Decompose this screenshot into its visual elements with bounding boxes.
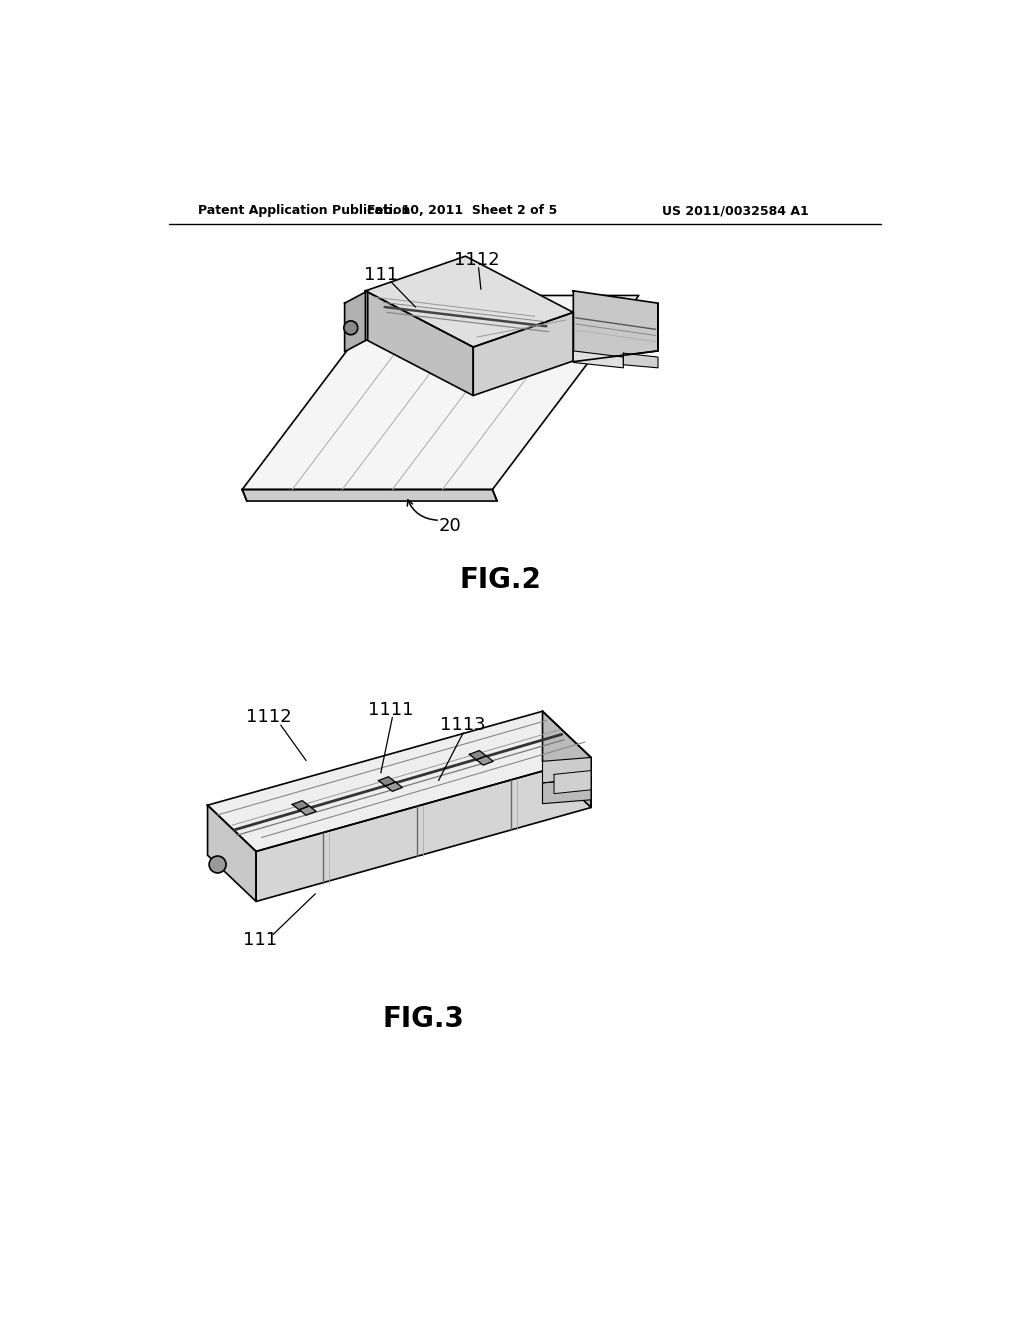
Polygon shape: [208, 805, 256, 902]
Polygon shape: [366, 256, 573, 347]
Polygon shape: [573, 290, 658, 362]
Polygon shape: [573, 351, 624, 368]
Polygon shape: [366, 290, 473, 396]
Polygon shape: [256, 758, 591, 902]
Polygon shape: [469, 751, 486, 760]
Polygon shape: [543, 779, 591, 804]
Polygon shape: [476, 756, 494, 766]
Text: FIG.3: FIG.3: [382, 1006, 464, 1034]
Text: 1112: 1112: [247, 709, 292, 726]
Polygon shape: [243, 296, 639, 490]
Polygon shape: [385, 781, 402, 792]
Polygon shape: [243, 490, 497, 502]
Circle shape: [209, 855, 226, 873]
Circle shape: [344, 321, 357, 335]
Polygon shape: [624, 354, 658, 368]
Text: Patent Application Publication: Patent Application Publication: [199, 205, 411, 218]
Polygon shape: [208, 711, 591, 851]
Text: 1112: 1112: [455, 251, 500, 269]
Polygon shape: [299, 807, 316, 816]
Text: Feb. 10, 2011  Sheet 2 of 5: Feb. 10, 2011 Sheet 2 of 5: [367, 205, 557, 218]
Text: 20: 20: [438, 517, 462, 536]
Polygon shape: [345, 290, 368, 351]
Text: 1113: 1113: [440, 717, 486, 734]
Text: 111: 111: [243, 931, 276, 949]
Polygon shape: [543, 711, 591, 808]
Text: FIG.2: FIG.2: [459, 566, 541, 594]
Text: US 2011/0032584 A1: US 2011/0032584 A1: [662, 205, 809, 218]
Polygon shape: [473, 313, 573, 396]
Text: 1111: 1111: [368, 701, 414, 718]
Polygon shape: [543, 758, 591, 783]
Polygon shape: [554, 771, 591, 793]
Polygon shape: [379, 776, 395, 785]
Polygon shape: [292, 800, 309, 810]
Text: 111: 111: [364, 267, 398, 284]
